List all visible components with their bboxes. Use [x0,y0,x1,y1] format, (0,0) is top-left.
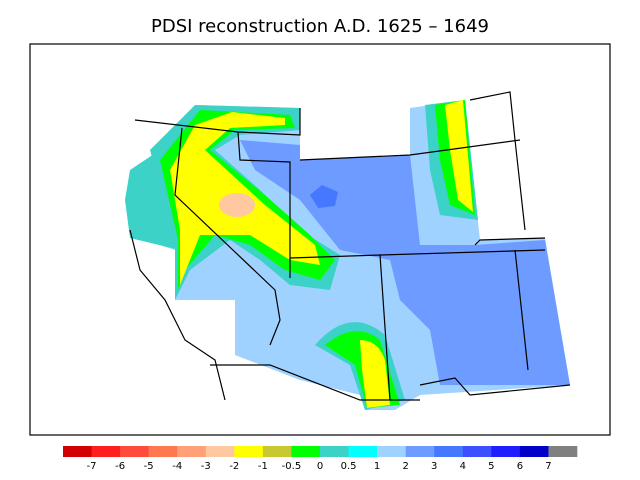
field-south-yellow [360,340,390,408]
colorbar-swatch [320,446,349,457]
colorbar-swatch [491,446,521,457]
colorbar-swatch [205,446,235,457]
colorbar-swatch [348,446,378,457]
colorbar-swatch [462,446,492,457]
colorbar-swatch [405,446,435,457]
colorbar-swatch [91,446,121,457]
colorbar-swatch [291,446,321,457]
border [299,139,521,161]
colorbar-label: 3 [431,461,437,472]
colorbar-label: -5 [144,461,154,472]
colorbar-swatch [234,446,264,457]
colorbar-swatch [120,446,149,457]
colorbar-label: -1 [258,461,268,472]
coastline [129,229,226,401]
colorbar-swatch [377,446,406,457]
border [174,127,281,346]
colorbar-label: 1 [374,461,380,472]
colorbar-swatch [262,446,292,457]
colorbar-label: 4 [460,461,466,472]
pdsi-field [125,100,570,410]
border [210,364,420,401]
border [514,249,529,371]
border [419,377,571,396]
colorbar-label: 7 [545,461,551,472]
colorbar-swatch [177,446,207,457]
colorbar-label: -2 [229,461,239,472]
colorbar-label: 6 [517,461,523,472]
title: PDSI reconstruction A.D. 1625 – 1649 [151,16,489,37]
border [474,237,546,246]
colorbar-swatch [519,446,549,457]
colorbar-swatch [548,446,578,457]
border [379,249,546,256]
colorbar-label: 0.5 [341,461,357,472]
border [134,108,301,136]
colorbar-label: -7 [87,461,97,472]
border [237,131,291,278]
colorbar-swatch [434,446,464,457]
colorbar-label: 0 [317,461,323,472]
colorbar-label: -6 [115,461,125,472]
colorbar-label: -0.5 [282,461,302,472]
colorbar-label: 2 [402,461,408,472]
colorbar: -7 -6 -5 -4 -3 -2 -1 -0.5 0 0.5 1 2 3 4 5 6 7 [63,446,578,472]
field-peach [219,193,255,217]
colorbar-swatch [63,446,92,457]
state-borders [129,91,571,401]
colorbar-label: -4 [172,461,182,472]
border [469,91,526,231]
colorbar-label: -3 [201,461,211,472]
colorbar-label: 5 [488,461,494,472]
colorbar-swatch [148,446,178,457]
field-darker-blue [310,185,338,208]
field-north-yellow [445,100,473,212]
